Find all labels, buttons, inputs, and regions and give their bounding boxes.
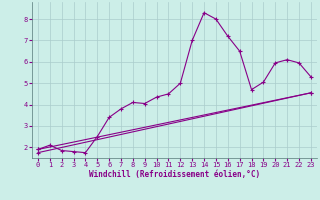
X-axis label: Windchill (Refroidissement éolien,°C): Windchill (Refroidissement éolien,°C): [89, 170, 260, 179]
